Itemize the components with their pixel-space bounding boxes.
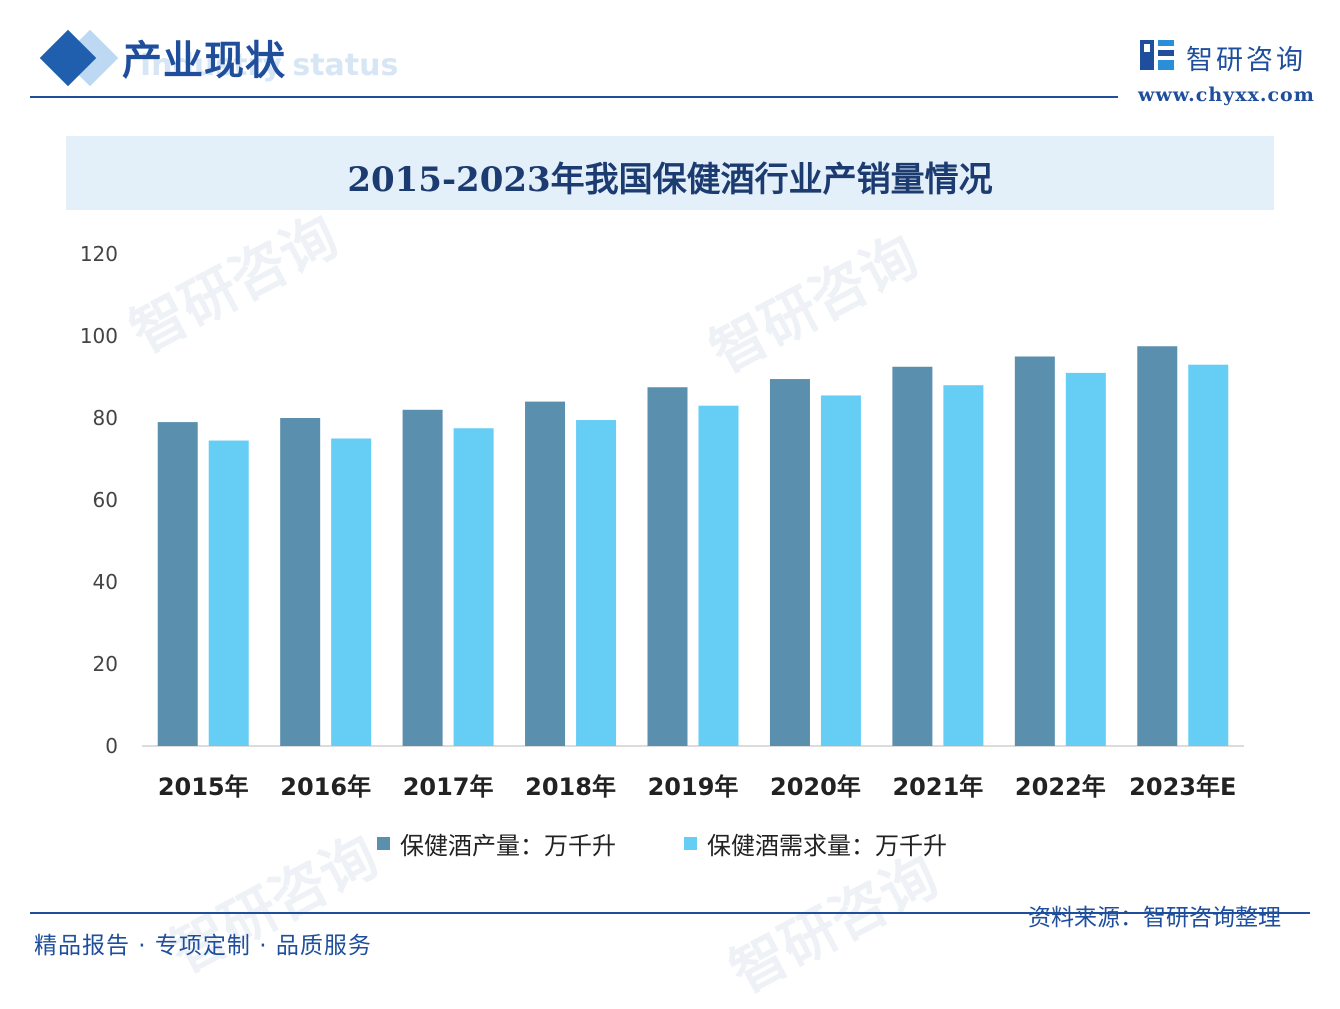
bar-demand xyxy=(331,438,372,746)
chart-title-band xyxy=(66,136,1274,210)
y-tick-label: 0 xyxy=(105,734,118,758)
brand-logo-icon xyxy=(1140,40,1174,70)
y-tick-label: 40 xyxy=(93,570,118,594)
bar-demand xyxy=(453,428,494,746)
x-tick-label: 2019年 xyxy=(648,773,739,801)
x-tick-label: 2021年 xyxy=(892,773,983,801)
y-tick-label: 100 xyxy=(80,324,118,348)
bar-production xyxy=(769,379,810,746)
bar-production xyxy=(525,401,566,746)
x-tick-label: 2022年 xyxy=(1015,773,1106,801)
header-divider xyxy=(30,96,1118,98)
bar-production xyxy=(892,366,933,746)
legend-item-demand: 保健酒需求量：万千升 xyxy=(684,826,947,861)
y-tick-label: 80 xyxy=(93,406,118,430)
bar-demand xyxy=(820,395,861,746)
bar-production xyxy=(1014,356,1055,746)
bar-demand xyxy=(576,420,617,746)
bar-demand xyxy=(943,385,984,746)
bar-production xyxy=(402,409,443,746)
x-tick-label: 2023年E xyxy=(1129,773,1236,801)
y-tick-label: 60 xyxy=(93,488,118,512)
y-tick-label: 20 xyxy=(93,652,118,676)
chart-title: 2015-2023年我国保健酒行业产销量情况 xyxy=(347,160,993,200)
y-tick-label: 120 xyxy=(80,242,118,266)
bar-production xyxy=(157,422,198,746)
bar-production xyxy=(280,418,321,746)
x-tick-label: 2016年 xyxy=(280,773,371,801)
section-title: 产业现状 xyxy=(122,37,286,84)
legend-label-demand: 保健酒需求量：万千升 xyxy=(707,832,947,860)
legend-swatch-demand xyxy=(684,837,697,850)
bar-demand xyxy=(1065,372,1106,746)
x-tick-label: 2015年 xyxy=(158,773,249,801)
legend-swatch-production xyxy=(377,837,390,850)
bar-chart: 0 20 40 60 80 100 120 2015年 2016年 2017年 2018年 2019年… xyxy=(80,242,1244,801)
footer-tagline: 精品报告 · 专项定制 · 品质服务 xyxy=(34,933,372,959)
bar-demand xyxy=(698,405,739,746)
data-source: 资料来源：智研咨询整理 xyxy=(1028,905,1281,931)
bar-production xyxy=(1137,346,1178,746)
legend-item-production: 保健酒产量：万千升 xyxy=(377,826,616,861)
footer-divider xyxy=(30,912,1310,914)
brand-name: 智研咨询 xyxy=(1186,45,1306,76)
brand-url: www.chyxx.com xyxy=(1138,84,1315,106)
x-tick-label: 2018年 xyxy=(525,773,616,801)
x-tick-label: 2017年 xyxy=(403,773,494,801)
bar-production xyxy=(647,387,688,746)
bar-demand xyxy=(208,440,249,746)
x-tick-label: 2020年 xyxy=(770,773,861,801)
legend-label-production: 保健酒产量：万千升 xyxy=(400,832,616,860)
bar-demand xyxy=(1188,364,1229,746)
